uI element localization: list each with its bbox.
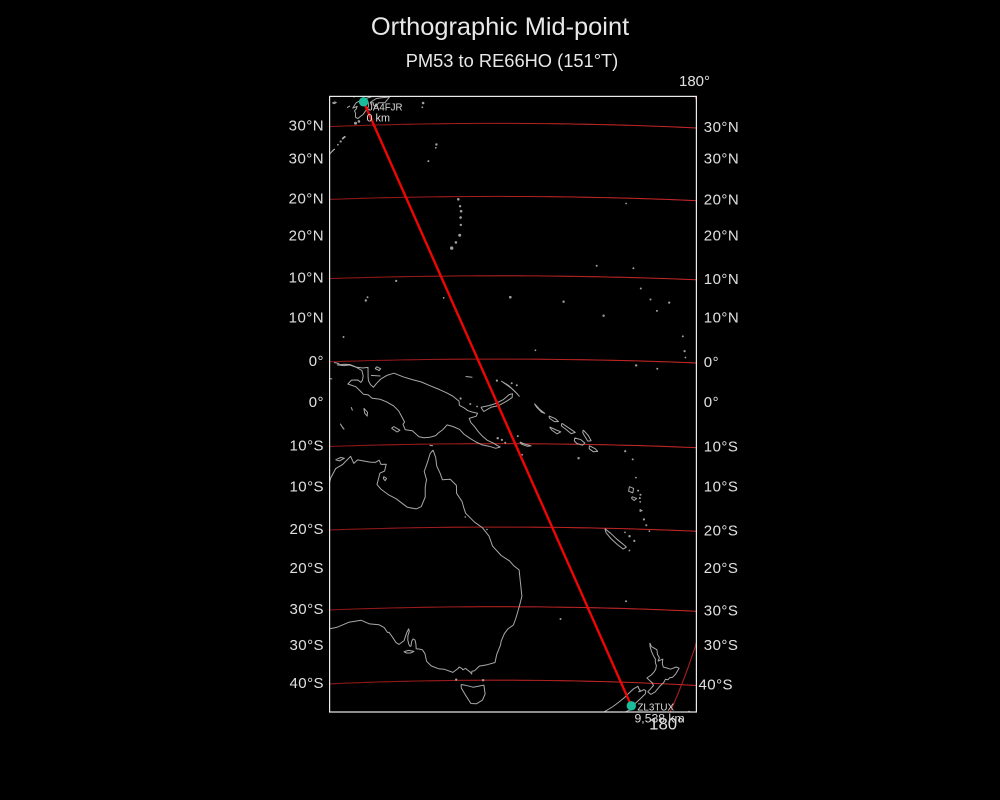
svg-text:0°: 0° xyxy=(704,394,719,411)
svg-text:30°N: 30°N xyxy=(289,151,324,168)
svg-text:10°S: 10°S xyxy=(290,437,325,454)
svg-text:20°S: 20°S xyxy=(290,560,325,577)
svg-text:0 km: 0 km xyxy=(367,112,390,124)
svg-text:0°: 0° xyxy=(309,394,324,411)
svg-text:40°S: 40°S xyxy=(699,677,734,694)
svg-text:20°N: 20°N xyxy=(704,192,739,209)
svg-text:30°N: 30°N xyxy=(704,119,739,136)
svg-text:30°N: 30°N xyxy=(704,151,739,168)
svg-text:9,538 km: 9,538 km xyxy=(635,711,685,725)
svg-text:40°S: 40°S xyxy=(290,675,325,692)
svg-text:10°N: 10°N xyxy=(289,270,324,287)
svg-text:JA4FJR: JA4FJR xyxy=(368,102,402,113)
svg-text:30°S: 30°S xyxy=(704,637,739,654)
svg-text:30°N: 30°N xyxy=(289,118,324,135)
svg-text:ZL3TUX: ZL3TUX xyxy=(637,703,674,714)
svg-text:0°: 0° xyxy=(309,353,324,370)
svg-text:10°N: 10°N xyxy=(289,309,324,326)
svg-text:10°N: 10°N xyxy=(704,271,739,288)
svg-text:20°N: 20°N xyxy=(289,190,324,207)
svg-text:20°S: 20°S xyxy=(704,522,739,539)
svg-text:180°: 180° xyxy=(679,73,710,90)
svg-text:Orthographic Mid-point: Orthographic Mid-point xyxy=(371,13,629,41)
svg-text:0°: 0° xyxy=(704,354,719,371)
svg-text:10°S: 10°S xyxy=(704,439,739,456)
svg-text:30°S: 30°S xyxy=(290,601,325,618)
svg-text:20°N: 20°N xyxy=(704,228,739,245)
svg-text:30°S: 30°S xyxy=(704,602,739,619)
svg-text:PM53 to RE66HO (151°T): PM53 to RE66HO (151°T) xyxy=(406,50,619,71)
svg-text:20°S: 20°S xyxy=(290,521,325,538)
svg-text:10°N: 10°N xyxy=(704,309,739,326)
svg-text:10°S: 10°S xyxy=(290,478,325,495)
svg-text:20°S: 20°S xyxy=(704,560,739,577)
svg-text:20°N: 20°N xyxy=(289,228,324,245)
svg-text:30°S: 30°S xyxy=(290,637,325,654)
svg-text:180°: 180° xyxy=(649,715,684,734)
svg-text:10°S: 10°S xyxy=(704,478,739,495)
